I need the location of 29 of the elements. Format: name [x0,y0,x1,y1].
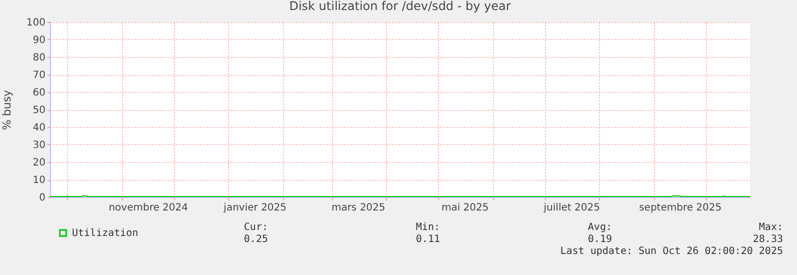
x-tick-label: novembre 2024 [108,202,188,214]
y-tick-label: 40 [32,122,46,134]
chart-title: Disk utilization for /dev/sdd - by year [289,0,511,13]
x-tick-label: janvier 2025 [222,202,287,214]
x-tick-label: mai 2025 [441,202,489,214]
text: 0.19 [588,234,612,245]
text: 0.25 [244,234,268,245]
y-tick-label: 100 [26,18,46,28]
y-tick-label: 10 [32,175,46,186]
y-tick-label: 60 [32,88,46,98]
y-tick-label: 80 [32,52,46,64]
y-tick-label: 50 [32,105,46,116]
legend-label: Utilization [72,228,138,239]
y-tick-label: 70 [32,70,46,81]
y-tick-label: 30 [32,140,46,151]
text: Avg: [588,222,612,233]
text: Min: [416,222,440,233]
x-tick-label: juillet 2025 [542,202,600,214]
y-axis-title: % busy [0,89,14,130]
text: Max: [758,222,783,233]
text: 0.11 [416,234,440,245]
text: 28.33 [752,234,783,245]
y-tick-label: 90 [32,35,46,46]
text: Cur: [244,222,268,233]
y-tick-label: 20 [32,158,46,168]
x-tick-label: septembre 2025 [639,202,722,214]
y-tick-label: 0 [39,192,46,204]
text: Last update: Sun Oct 26 02:00:20 2025 [560,246,783,257]
x-tick-label: mars 2025 [331,202,386,214]
